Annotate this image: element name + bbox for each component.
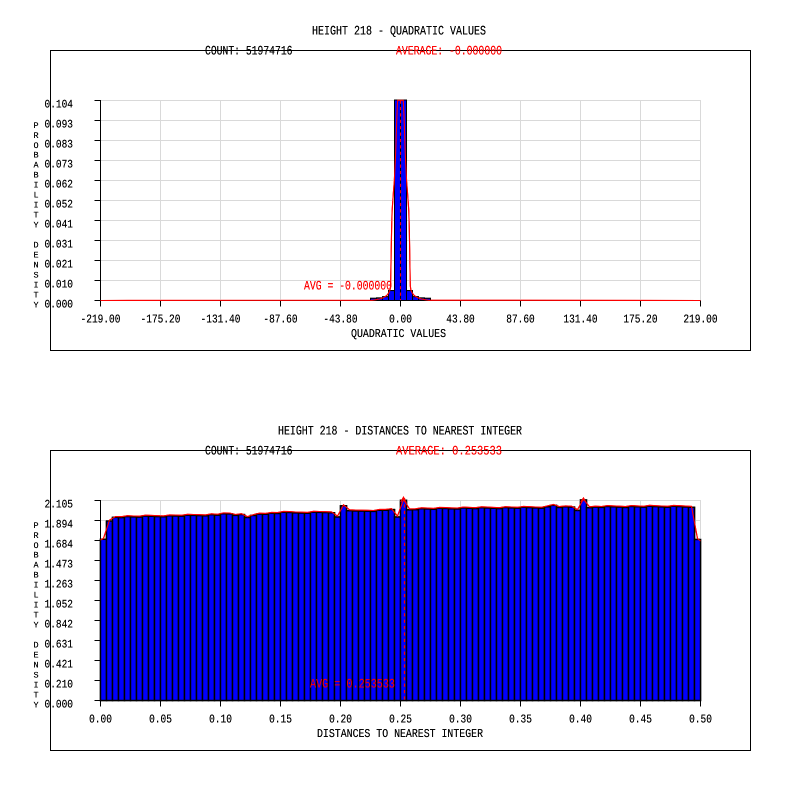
svg-text:N: N	[33, 661, 38, 671]
svg-text:Y: Y	[33, 621, 38, 631]
svg-text:I: I	[33, 680, 38, 690]
svg-text:1.263: 1.263	[45, 579, 74, 592]
svg-text:0.083: 0.083	[45, 139, 74, 152]
svg-text:AVERAGE: -0.000000: AVERAGE: -0.000000	[396, 44, 502, 59]
svg-text:-87.60: -87.60	[263, 313, 297, 327]
svg-text:0.052: 0.052	[45, 199, 74, 212]
svg-text:I: I	[33, 601, 38, 611]
svg-text:T: T	[33, 290, 38, 300]
svg-text:0.40: 0.40	[569, 713, 592, 727]
svg-text:T: T	[33, 211, 38, 221]
svg-text:0.031: 0.031	[45, 239, 74, 252]
svg-text:0.021: 0.021	[45, 259, 74, 272]
svg-text:DISTANCES TO NEAREST INTEGER: DISTANCES TO NEAREST INTEGER	[317, 727, 483, 741]
svg-text:0.000: 0.000	[45, 299, 74, 312]
svg-text:131.40: 131.40	[563, 313, 597, 327]
svg-text:I: I	[33, 181, 38, 191]
svg-text:HEIGHT 218 - DISTANCES TO NEAR: HEIGHT 218 - DISTANCES TO NEAREST INTEGE…	[278, 424, 522, 439]
svg-text:0.45: 0.45	[629, 713, 652, 727]
svg-text:L: L	[33, 191, 38, 201]
svg-text:0.631: 0.631	[45, 639, 74, 652]
svg-text:1.684: 1.684	[45, 539, 74, 552]
svg-text:0.842: 0.842	[45, 619, 74, 632]
svg-text:175.20: 175.20	[623, 313, 657, 327]
svg-text:1.473: 1.473	[45, 559, 74, 572]
svg-text:87.60: 87.60	[506, 313, 535, 327]
svg-text:-131.40: -131.40	[201, 313, 241, 327]
svg-text:43.80: 43.80	[446, 313, 475, 327]
svg-text:E: E	[33, 251, 38, 261]
svg-text:0.062: 0.062	[45, 179, 74, 192]
svg-text:0.15: 0.15	[269, 713, 292, 727]
svg-text:T: T	[33, 611, 38, 621]
svg-text:S: S	[33, 271, 38, 281]
svg-text:0.10: 0.10	[209, 713, 232, 727]
svg-text:QUADRATIC VALUES: QUADRATIC VALUES	[351, 327, 446, 341]
svg-text:0.010: 0.010	[45, 279, 74, 292]
svg-text:B: B	[33, 551, 38, 561]
svg-text:0.421: 0.421	[45, 659, 74, 672]
svg-text:0.50: 0.50	[689, 713, 712, 727]
svg-text:O: O	[33, 541, 38, 551]
svg-text:0.20: 0.20	[329, 713, 352, 727]
svg-text:Y: Y	[33, 300, 38, 310]
svg-text:HEIGHT 218 - QUADRATIC VALUES: HEIGHT 218 - QUADRATIC VALUES	[312, 24, 486, 39]
svg-text:0.041: 0.041	[45, 219, 74, 232]
svg-text:2.105: 2.105	[45, 499, 74, 512]
svg-text:N: N	[33, 261, 38, 271]
svg-text:0.30: 0.30	[449, 713, 472, 727]
svg-text:S: S	[33, 671, 38, 681]
svg-text:0.05: 0.05	[149, 713, 172, 727]
svg-text:I: I	[33, 280, 38, 290]
svg-text:0.104: 0.104	[45, 99, 74, 112]
svg-text:I: I	[33, 581, 38, 591]
svg-text:O: O	[33, 141, 38, 151]
svg-text:AVG = 0.253533: AVG = 0.253533	[310, 676, 395, 691]
svg-text:A: A	[33, 161, 39, 171]
svg-text:-43.80: -43.80	[323, 313, 357, 327]
svg-text:A: A	[33, 561, 39, 571]
svg-text:0.073: 0.073	[45, 159, 74, 172]
svg-text:COUNT: 51974716: COUNT: 51974716	[205, 444, 293, 459]
svg-text:D: D	[33, 241, 38, 251]
svg-text:T: T	[33, 690, 38, 700]
svg-text:AVERAGE: 0.253533: AVERAGE: 0.253533	[396, 444, 502, 459]
svg-text:0.25: 0.25	[389, 713, 412, 727]
svg-text:-175.20: -175.20	[141, 313, 181, 327]
svg-text:L: L	[33, 591, 38, 601]
svg-text:D: D	[33, 641, 38, 651]
svg-text:E: E	[33, 651, 38, 661]
svg-text:P: P	[33, 121, 38, 131]
svg-text:R: R	[33, 131, 38, 141]
svg-text:AVG = -0.000000: AVG = -0.000000	[304, 278, 392, 293]
svg-text:I: I	[33, 201, 38, 211]
svg-text:B: B	[33, 571, 38, 581]
svg-text:-219.00: -219.00	[81, 313, 121, 327]
svg-text:B: B	[33, 151, 38, 161]
svg-text:R: R	[33, 531, 38, 541]
svg-text:Y: Y	[33, 700, 38, 710]
svg-text:COUNT: 51974716: COUNT: 51974716	[205, 44, 293, 59]
svg-text:B: B	[33, 171, 38, 181]
svg-text:219.00: 219.00	[683, 313, 717, 327]
svg-text:0.35: 0.35	[509, 713, 532, 727]
svg-text:0.000: 0.000	[45, 699, 74, 712]
svg-text:1.052: 1.052	[45, 599, 74, 612]
svg-text:P: P	[33, 521, 38, 531]
svg-text:0.210: 0.210	[45, 679, 74, 692]
svg-text:Y: Y	[33, 221, 38, 231]
svg-text:1.894: 1.894	[45, 519, 74, 532]
svg-text:0.093: 0.093	[45, 119, 74, 132]
svg-text:0.00: 0.00	[89, 713, 112, 727]
svg-text:0.00: 0.00	[389, 313, 412, 327]
